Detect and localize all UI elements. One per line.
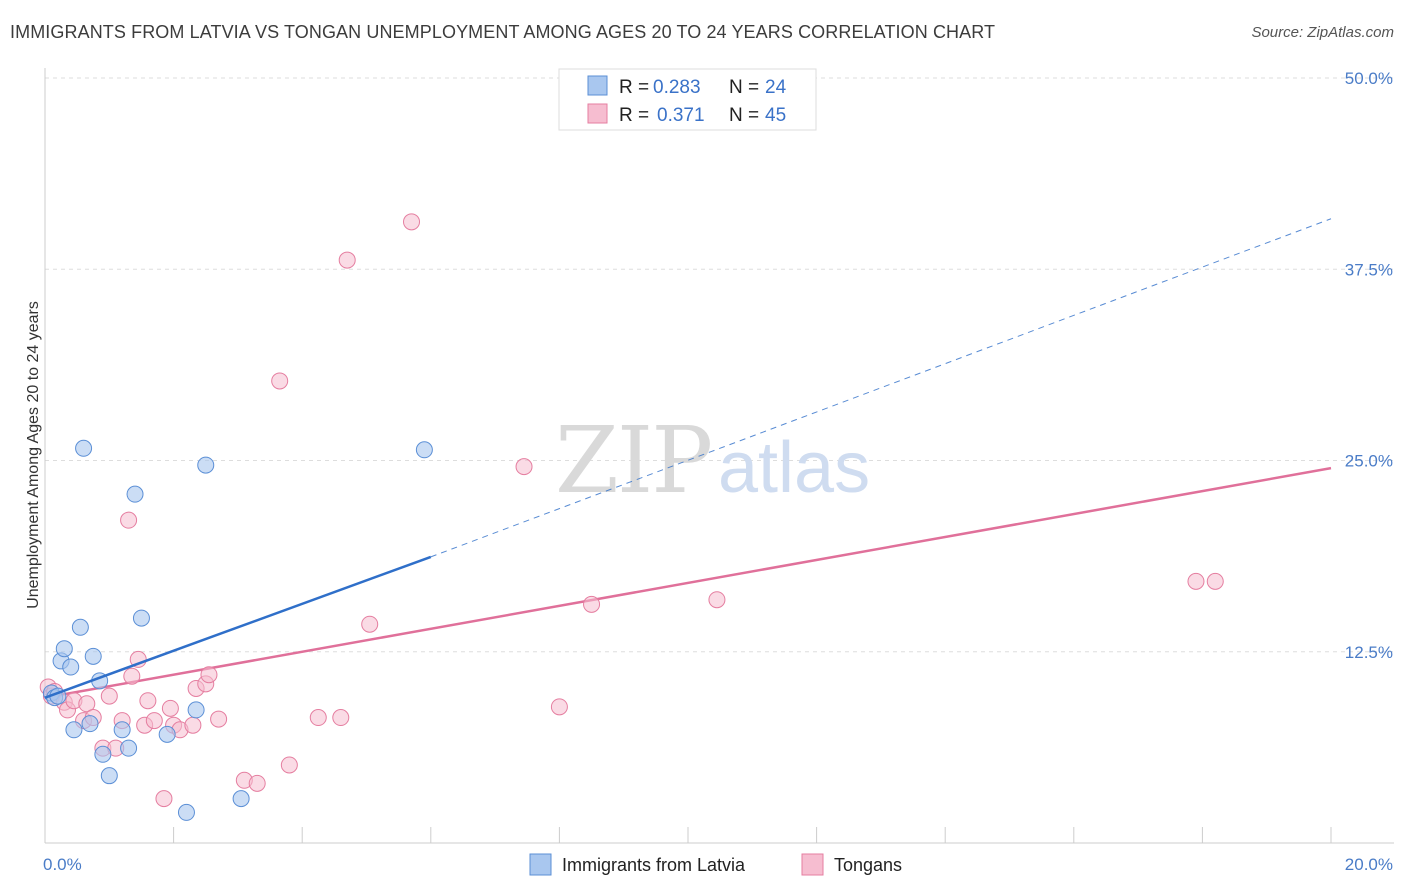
point-tongan-17 [139,692,157,710]
trend-line-latvia [44,555,432,699]
y-tick-labels: 12.5% 25.0% 37.5% 50.0% [1345,69,1393,662]
point-latvia-18 [158,725,176,743]
data-points [39,213,1224,821]
point-tongan-40 [708,591,726,609]
y-axis-label: Unemployment Among Ages 20 to 24 years [25,301,42,609]
trend-line-tongan [44,466,1332,699]
point-latvia-6 [65,721,83,739]
point-tongan-7 [78,695,96,713]
point-latvia-17 [132,609,150,627]
point-tongan-38 [550,698,568,716]
point-latvia-7 [71,618,89,636]
series-legend-label-tongan: Tongans [834,855,902,875]
legend-swatch-latvia [587,75,608,96]
point-tongan-20 [161,699,179,717]
point-tongan-14 [123,667,141,685]
x-tick-labels: 0.0% 20.0% [43,855,1393,874]
legend-r-label-tongan: R = [619,105,649,126]
point-tongan-10 [100,687,118,705]
point-latvia-12 [94,745,112,763]
y-tick-label-1: 25.0% [1345,452,1393,471]
y-tick-label-0: 12.5% [1345,643,1393,662]
point-tongan-30 [271,372,289,390]
point-tongan-27 [210,710,228,728]
point-tongan-29 [248,774,266,792]
chart-source: Source: ZipAtlas.com [1251,24,1394,41]
point-tongan-23 [184,716,202,734]
series-legend-label-latvia: Immigrants from Latvia [562,855,746,875]
legend-r-value-latvia: 0.283 [653,77,701,98]
point-latvia-22 [232,790,250,808]
y-tick-label-3: 50.0% [1345,69,1393,88]
watermark: ZIP atlas [555,407,870,514]
point-tongan-33 [332,709,350,727]
point-latvia-5 [62,658,80,676]
series-legend-swatch-latvia [529,853,552,876]
point-latvia-8 [75,439,93,457]
point-tongan-35 [361,615,379,633]
legend-n-value-latvia: 24 [765,77,787,98]
axes [44,68,1394,844]
point-tongan-42 [1206,572,1224,590]
point-latvia-4 [55,640,73,658]
point-tongan-32 [309,709,327,727]
point-latvia-16 [126,485,144,503]
legend-r-value-tongan: 0.371 [657,105,705,126]
trend-lines [44,218,1332,699]
point-tongan-19 [155,790,173,808]
point-latvia-9 [81,715,99,733]
legend-n-label-latvia: N = [729,77,759,98]
point-latvia-13 [100,767,118,785]
grid-lines [45,77,1394,653]
point-tongan-18 [145,712,163,730]
legend-swatch-tongan [587,103,608,124]
legend-n-value-tongan: 45 [765,105,786,126]
watermark-atlas: atlas [718,428,870,508]
point-tongan-37 [515,458,533,476]
point-tongan-26 [200,666,218,684]
point-latvia-15 [120,739,138,757]
chart-title: IMMIGRANTS FROM LATVIA VS TONGAN UNEMPLO… [10,22,996,42]
stats-legend: R = 0.283 N = 24 R = 0.371 N = 45 [558,68,817,131]
series-legend: Immigrants from Latvia Tongans [529,853,902,876]
legend-r-label-latvia: R = [619,77,649,98]
x-tick-label-1: 20.0% [1345,855,1393,874]
x-tick-label-0: 0.0% [43,855,82,874]
point-latvia-21 [197,456,215,474]
watermark-zip: ZIP [555,407,711,514]
point-latvia-19 [177,803,195,821]
point-latvia-23 [415,441,433,459]
point-tongan-41 [1187,572,1205,590]
point-latvia-14 [113,721,131,739]
point-tongan-34 [338,251,356,269]
point-latvia-20 [187,701,205,719]
y-tick-label-2: 37.5% [1345,260,1393,279]
point-tongan-39 [583,595,601,613]
point-latvia-10 [84,647,102,665]
point-tongan-13 [120,511,138,529]
legend-n-label-tongan: N = [729,105,759,126]
series-legend-swatch-tongan [801,853,824,876]
point-tongan-36 [403,213,421,231]
point-tongan-31 [280,756,298,774]
